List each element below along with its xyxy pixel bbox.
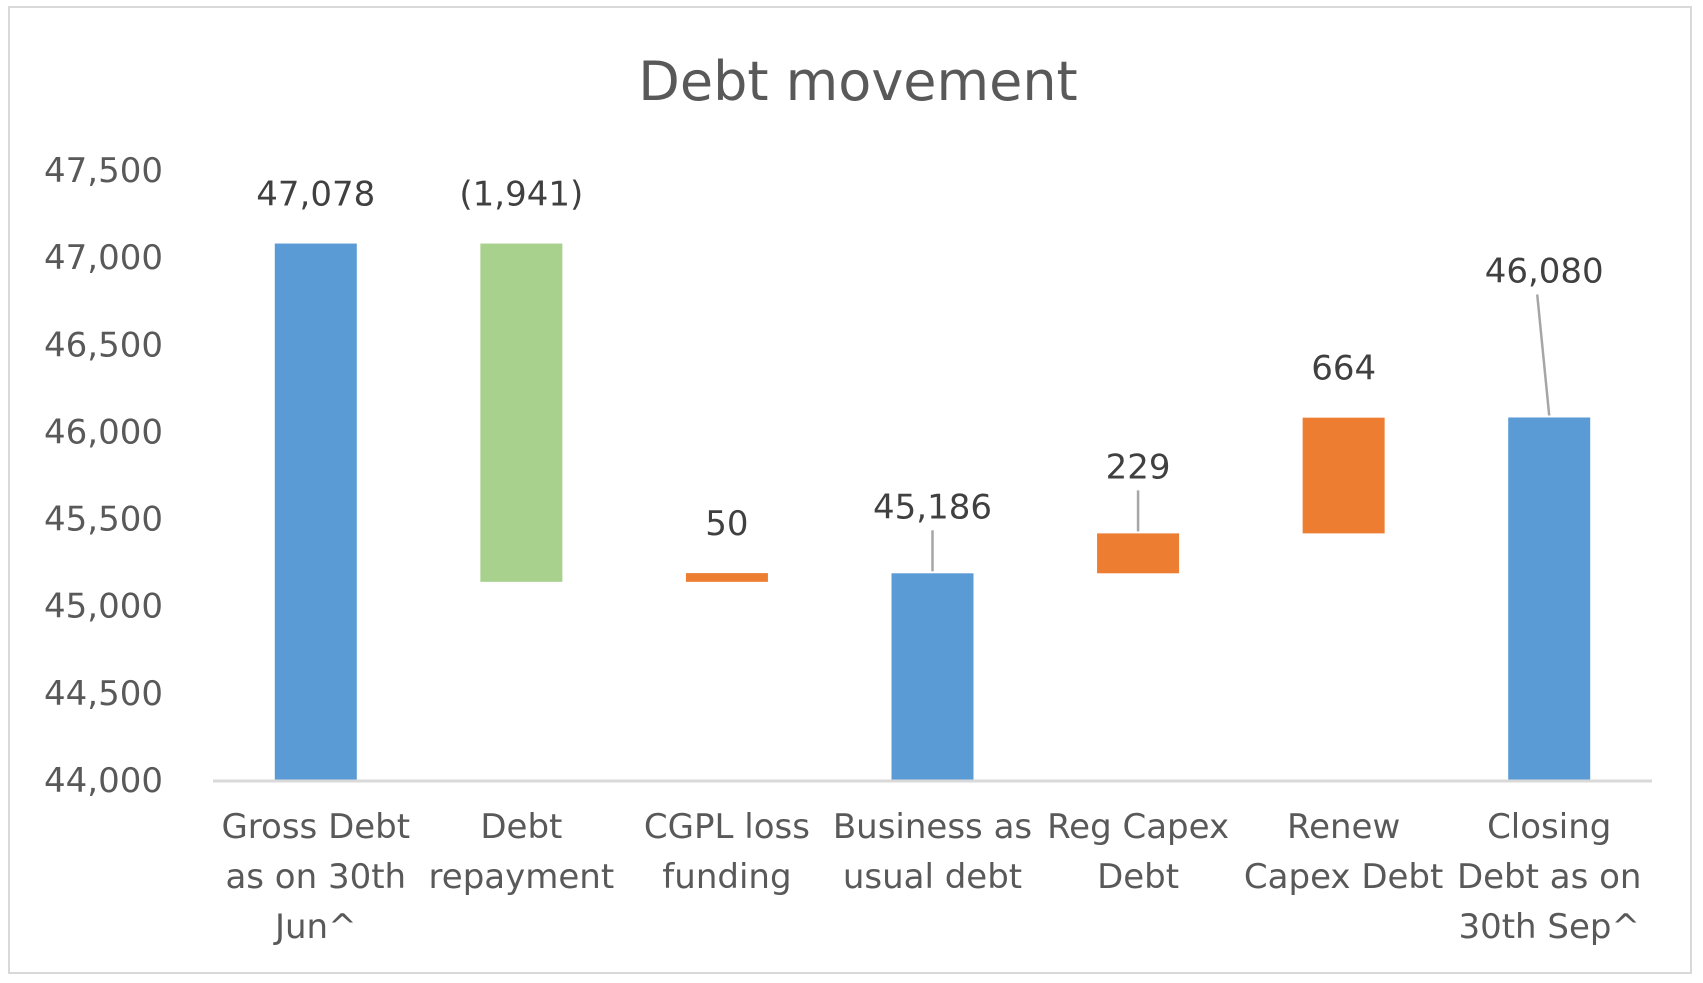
- bar-increase: [1097, 533, 1180, 574]
- bars: [274, 243, 1591, 780]
- y-axis: 44,000 44,500 45,000 45,500 46,000 46,500 47,0…: [44, 151, 163, 801]
- data-label: 229: [1106, 447, 1171, 487]
- bar-decrease: [480, 243, 563, 582]
- x-tick-label: Debt repayment: [429, 807, 615, 897]
- x-tick-label: Closing Debt as on 30th Sep^: [1457, 807, 1642, 947]
- y-tick-label: 47,500: [44, 151, 163, 191]
- x-tick-label: Business as usual debt: [833, 807, 1032, 897]
- y-tick-label: 44,000: [44, 761, 163, 801]
- data-label: 46,080: [1485, 251, 1604, 291]
- x-axis: Gross Debt as on 30th Jun^Debt repayment CGP…: [213, 779, 1652, 947]
- x-tick-label: Gross Debt as on 30th Jun^: [221, 807, 410, 947]
- y-tick-label: 45,500: [44, 500, 163, 540]
- leader-line: [1535, 294, 1551, 416]
- bar-increase: [1302, 417, 1385, 534]
- y-tick-label: 45,000: [44, 587, 163, 627]
- chart-title: Debt movement: [638, 50, 1077, 113]
- bar-total: [891, 573, 974, 780]
- y-tick-label: 46,000: [44, 412, 163, 452]
- data-label: 47,078: [256, 175, 375, 215]
- bar-total: [1508, 417, 1591, 780]
- data-label: (1,941): [459, 175, 583, 215]
- x-tick-label: Renew Capex Debt: [1244, 807, 1443, 897]
- data-label: 664: [1311, 349, 1376, 389]
- data-labels: 47,078 (1,941) 50 45,186 229 664 46,080: [256, 175, 1603, 545]
- bar-increase: [685, 573, 768, 582]
- leader-lines: [931, 294, 1551, 572]
- y-tick-label: 44,500: [44, 674, 163, 714]
- y-tick-label: 46,500: [44, 325, 163, 365]
- data-label: 45,186: [873, 487, 992, 527]
- y-tick-label: 47,000: [44, 238, 163, 278]
- data-label: 50: [705, 504, 748, 544]
- x-tick-label: Reg Capex Debt: [1047, 807, 1229, 897]
- bar-total: [274, 243, 357, 780]
- x-tick-label: CGPL loss funding: [644, 807, 810, 897]
